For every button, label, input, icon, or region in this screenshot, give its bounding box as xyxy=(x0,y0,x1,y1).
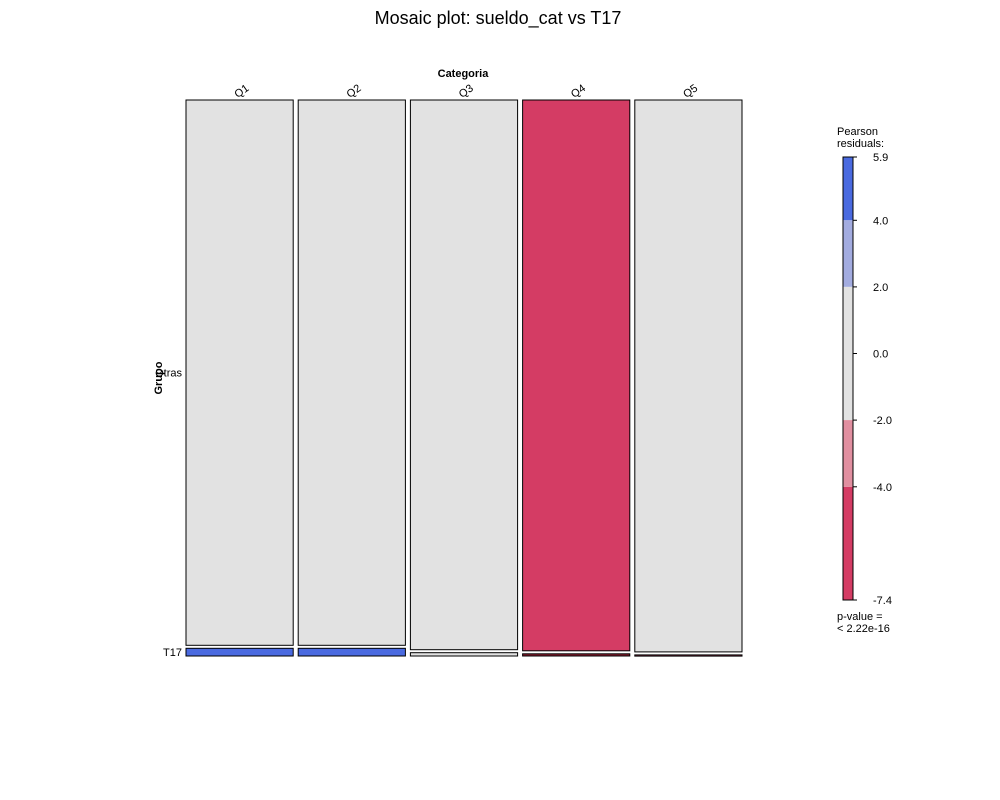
x-tick-label-q4: Q4 xyxy=(569,82,588,100)
x-tick-label-q2: Q2 xyxy=(345,82,364,100)
mosaic-cell-q4-t17 xyxy=(522,653,631,657)
legend-bar-outline xyxy=(842,156,854,601)
mosaic-cells xyxy=(185,99,743,657)
mosaic-cell-q4-otras xyxy=(522,99,631,652)
legend-tick-label-4: -2.0 xyxy=(873,415,892,427)
mosaic-cell-q2-t17 xyxy=(297,647,406,657)
legend-tick-label-0: 5.9 xyxy=(873,152,888,164)
mosaic-cell-q5-otras xyxy=(634,99,743,653)
mosaic-cell-q1-otras xyxy=(185,99,294,646)
legend-color-bands xyxy=(842,156,854,601)
legend-tick-label-1: 4.0 xyxy=(873,215,888,227)
residuals-legend: Pearson residuals: 5.9 4.0 2.0 0.0 -2.0 -4.0 -… xyxy=(837,126,892,635)
x-tick-labels: Q1 Q2 Q3 Q4 Q5 xyxy=(232,82,700,100)
y-tick-label-otras: Otras xyxy=(155,368,182,380)
legend-band-2 xyxy=(843,286,853,421)
mosaic-cell-q3-otras xyxy=(409,99,519,651)
y-axis-label: Grupo xyxy=(153,361,165,394)
legend-title-line2: residuals: xyxy=(837,138,884,150)
y-tick-label-t17: T17 xyxy=(163,647,182,659)
mosaic-cell-q2-otras xyxy=(297,99,406,646)
p-value-line1: p-value = xyxy=(837,611,883,623)
legend-band-0 xyxy=(843,157,853,221)
mosaic-cell-q1-t17 xyxy=(185,647,294,657)
legend-band-3 xyxy=(843,420,853,487)
legend-tick-label-3: 0.0 xyxy=(873,349,888,361)
legend-band-4 xyxy=(843,486,853,600)
legend-tick-label-6: -7.4 xyxy=(873,595,892,607)
legend-ticks: 5.9 4.0 2.0 0.0 -2.0 -4.0 -7.4 xyxy=(853,152,892,607)
legend-band-1 xyxy=(843,220,853,287)
y-tick-labels: Otras T17 xyxy=(155,368,182,659)
x-tick-label-q5: Q5 xyxy=(681,82,700,100)
x-tick-label-q3: Q3 xyxy=(457,82,476,100)
legend-tick-label-5: -4.0 xyxy=(873,482,892,494)
mosaic-cell-q3-t17 xyxy=(409,652,519,657)
mosaic-cell-q5-t17 xyxy=(634,654,743,657)
x-tick-label-q1: Q1 xyxy=(232,82,251,100)
chart-title: Mosaic plot: sueldo_cat vs T17 xyxy=(375,8,622,29)
legend-title-line1: Pearson xyxy=(837,126,878,138)
x-axis-label: Categoria xyxy=(438,68,490,80)
p-value-line2: < 2.22e-16 xyxy=(837,623,890,635)
legend-tick-label-2: 2.0 xyxy=(873,282,888,294)
